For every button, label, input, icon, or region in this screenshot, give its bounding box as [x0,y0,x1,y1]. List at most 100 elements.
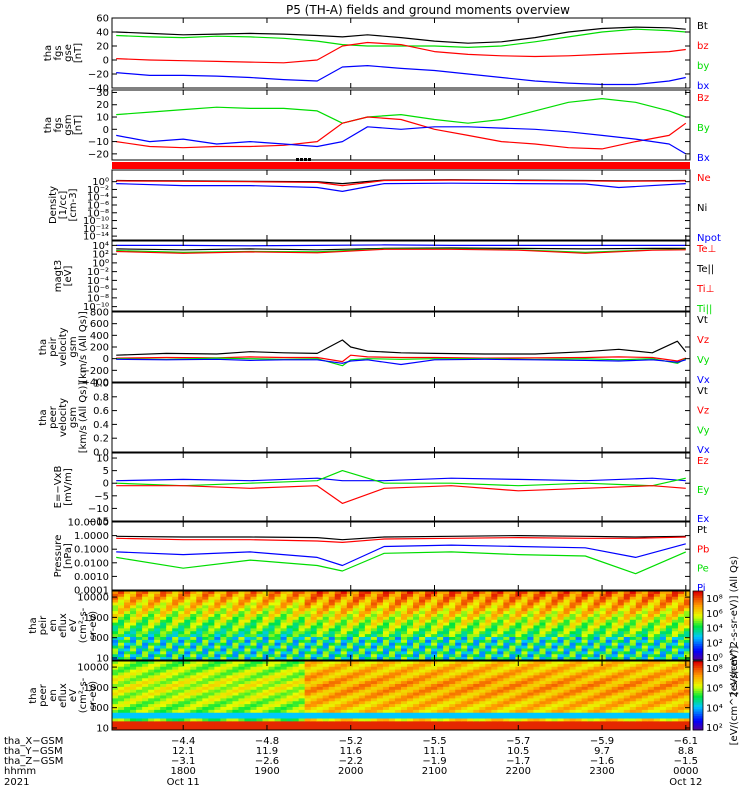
heatmap-cell [599,695,607,699]
heatmap-cell [298,631,306,635]
heatmap-cell [509,651,516,655]
heatmap-cell [388,591,396,595]
heatmap-cell [593,701,601,705]
heatmap-cell [328,619,336,624]
heatmap-cell [184,672,191,676]
heatmap-cell [629,678,637,682]
heatmap-cell [394,631,402,635]
heatmap-cell [581,661,589,665]
heatmap-cell [112,661,119,665]
heatmap-cell [653,645,661,650]
heatmap-cell [370,654,378,658]
heatmap-cell [533,593,541,598]
heatmap-cell [382,681,390,685]
heatmap-cell [310,678,318,682]
heatmap-cell [178,642,185,647]
heatmap-cell [118,616,125,621]
heatmap-cell [118,622,125,627]
y-axis-label: fgs [53,45,64,60]
heatmap-cell [262,591,270,595]
heatmap-cell [166,681,173,685]
y-tick-label: 10⁻¹⁰ [83,302,109,313]
heatmap-cell [551,637,559,641]
heatmap-cell [274,645,282,650]
heatmap-cell [112,637,119,641]
heatmap-cell [557,704,565,708]
heatmap-cell [280,678,288,682]
heatmap-cell [449,639,456,644]
heatmap-cell [118,695,125,699]
heatmap-cell [593,724,601,728]
heatmap-cell [491,599,498,604]
heatmap-cell [394,681,402,685]
heatmap-cell [346,695,354,699]
heatmap-cell [154,657,161,660]
heatmap-cell [220,628,227,632]
heatmap-cell [328,639,336,644]
heatmap-cell [437,666,444,671]
heatmap-cell [647,611,655,615]
legend-entry: Bx [697,153,710,164]
heatmap-cell [388,727,396,730]
heatmap-cell [382,625,390,629]
series-line [116,477,686,482]
heatmap-cell [202,593,209,598]
heatmap-cell [232,681,240,685]
heatmap-cell [370,602,378,606]
heatmap-cell [563,709,571,714]
heatmap-cell [370,622,378,627]
heatmap-cell [376,709,384,714]
heatmap-cell [268,614,276,618]
heatmap-cell [461,712,468,717]
heatmap-cell [172,654,179,658]
heatmap-cell [154,639,161,644]
heatmap-cell [437,642,444,647]
heatmap-cell [503,727,510,730]
heatmap-cell [617,639,625,644]
heatmap-cell [358,712,366,717]
heatmap-cell [611,669,619,674]
heatmap-cell [214,692,221,697]
heatmap-cell [232,721,240,725]
heatmap-cell [665,599,673,604]
heatmap-cell [352,712,360,717]
heatmap-cell [659,628,667,632]
heatmap-cell [467,715,474,720]
heatmap-cell [364,625,372,629]
heatmap-cell [497,599,504,604]
heatmap-cell [292,727,300,730]
heatmap-cell [455,686,462,691]
heatmap-cell [605,605,613,609]
heatmap-cell [310,701,318,705]
heatmap-cell [551,715,559,720]
heatmap-cell [659,631,667,635]
heatmap-cell [376,599,384,604]
heatmap-cell [358,608,366,612]
heatmap-cell [226,669,234,674]
heatmap-cell [473,645,480,650]
y-tick-label: 10⁻¹² [83,224,109,235]
heatmap-cell [617,625,625,629]
legend-entry: Npot [697,233,721,244]
heatmap-cell [370,661,378,665]
heatmap-cell [647,681,655,685]
heatmap-cell [298,709,306,714]
heatmap-cell [316,701,324,705]
heatmap-cell [563,625,571,629]
series-line [116,65,686,86]
heatmap-cell [533,715,541,720]
heatmap-cell [262,608,270,612]
heatmap-cell [256,692,264,697]
heatmap-cell [364,698,372,702]
heatmap-cell [521,689,529,694]
heatmap-cell [208,701,215,705]
heatmap-cell [479,642,486,647]
heatmap-cell [322,631,330,635]
heatmap-cell [431,695,438,699]
heatmap-cell [112,654,119,658]
heatmap-cell [262,651,270,655]
y-tick-label: 0.1000 [74,545,109,556]
heatmap-cell [611,678,619,682]
heatmap-cell [328,599,336,604]
heatmap-cell [118,639,125,644]
